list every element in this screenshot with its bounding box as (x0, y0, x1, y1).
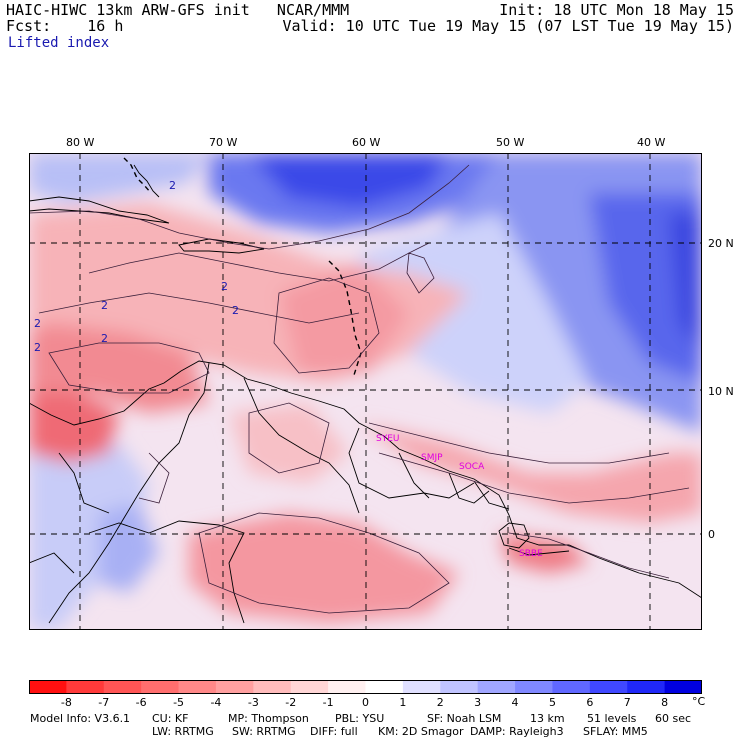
lat-tick-10n: 10 N (708, 385, 734, 398)
footer-damp: DAMP: Rayleigh3 (470, 725, 564, 738)
colorbar-swatch (141, 680, 180, 694)
lat-tick-0: 0 (708, 528, 715, 541)
colorbar-label: 7 (623, 696, 631, 709)
footer-sf: SF: Noah LSM (427, 712, 502, 725)
station-sbbe: SBBE (519, 549, 543, 559)
footer-diff: DIFF: full (310, 725, 358, 738)
lon-tick-50w: 50 W (496, 136, 525, 149)
colorbar-label: 1 (399, 696, 407, 709)
colorbar-swatch (215, 680, 254, 694)
caribbean-islands (123, 157, 362, 376)
footer-timestep: 60 sec (655, 712, 692, 725)
footer-levels: 51 levels (587, 712, 637, 725)
footer-lw: LW: RRTMG (152, 725, 214, 738)
lon-tick-60w: 60 W (352, 136, 381, 149)
lifted-index-map: 2 2 2 2 2 2 2 SYEU SMJP SOCA SBBE (29, 153, 702, 630)
station-soca: SOCA (459, 462, 485, 472)
init-time: Init: 18 UTC Mon 18 May 15 (499, 1, 734, 19)
colorbar (29, 680, 702, 694)
colorbar-label: -2 (285, 696, 297, 709)
colorbar-swatch (29, 680, 67, 694)
colorbar-swatch (253, 680, 292, 694)
colorbar-swatch (440, 680, 479, 694)
colorbar-label: 5 (548, 696, 556, 709)
footer-mp: MP: Thompson (228, 712, 309, 725)
contour-label: 2 (169, 179, 176, 192)
colorbar-swatch (365, 680, 404, 694)
contour-label: 2 (34, 341, 41, 354)
lon-tick-80w: 80 W (66, 136, 95, 149)
header-title: HAIC-HIWC 13km ARW-GFS init NCAR/MMM (6, 1, 350, 19)
shading-field (29, 153, 702, 630)
colorbar-swatch (477, 680, 516, 694)
colorbar-label: 8 (661, 696, 669, 709)
colorbar-label: -7 (98, 696, 110, 709)
colorbar-swatch (328, 680, 366, 694)
colorbar-label: 3 (474, 696, 482, 709)
contour-label: 2 (221, 280, 228, 293)
colorbar-swatch (515, 680, 553, 694)
colorbar-swatch (103, 680, 142, 694)
colorbar-swatch (552, 680, 591, 694)
station-smjp: SMJP (421, 453, 443, 463)
footer-sw: SW: RRTMG (232, 725, 296, 738)
colorbar-label: -8 (60, 696, 72, 709)
footer-cu: CU: KF (152, 712, 189, 725)
colorbar-unit: °C (692, 695, 706, 708)
footer-sflay: SFLAY: MM5 (583, 725, 648, 738)
footer-pbl: PBL: YSU (335, 712, 385, 725)
map-border (29, 153, 702, 630)
footer-model-info: Model Info: V3.6.1 (30, 712, 131, 725)
colorbar-swatch (66, 680, 105, 694)
valid-time: Valid: 10 UTC Tue 19 May 15 (07 LST Tue … (282, 17, 734, 35)
colorbar-label: 2 (436, 696, 444, 709)
colorbar-swatch (627, 680, 666, 694)
station-syeu: SYEU (376, 434, 399, 444)
footer-resolution: 13 km (530, 712, 565, 725)
contour-label: 2 (101, 299, 108, 312)
colorbar-label: 6 (586, 696, 594, 709)
colorbar-border (29, 680, 702, 694)
colorbar-swatch (402, 680, 441, 694)
colorbar-swatch (178, 680, 217, 694)
lat-tick-20n: 20 N (708, 237, 734, 250)
colorbar-swatch (664, 680, 702, 694)
contour-label: 2 (34, 317, 41, 330)
colorbar-label: -6 (135, 696, 147, 709)
colorbar-label: -3 (247, 696, 259, 709)
lon-tick-70w: 70 W (209, 136, 238, 149)
contours (29, 164, 690, 614)
colorbar-swatch (589, 680, 628, 694)
field-name: Lifted index (8, 35, 110, 51)
colorbar-label: 4 (511, 696, 519, 709)
colorbar-label: -4 (210, 696, 222, 709)
lat-lon-grid (29, 153, 702, 630)
lon-tick-40w: 40 W (637, 136, 666, 149)
colorbar-label: -1 (322, 696, 334, 709)
colorbar-label: 0 (362, 696, 369, 709)
colorbar-label: -5 (173, 696, 185, 709)
forecast-hour: Fcst: 16 h (6, 17, 124, 35)
contour-label: 2 (232, 304, 239, 317)
colorbar-swatch (290, 680, 329, 694)
contour-label: 2 (101, 332, 108, 345)
footer-km: KM: 2D Smagor (378, 725, 464, 738)
